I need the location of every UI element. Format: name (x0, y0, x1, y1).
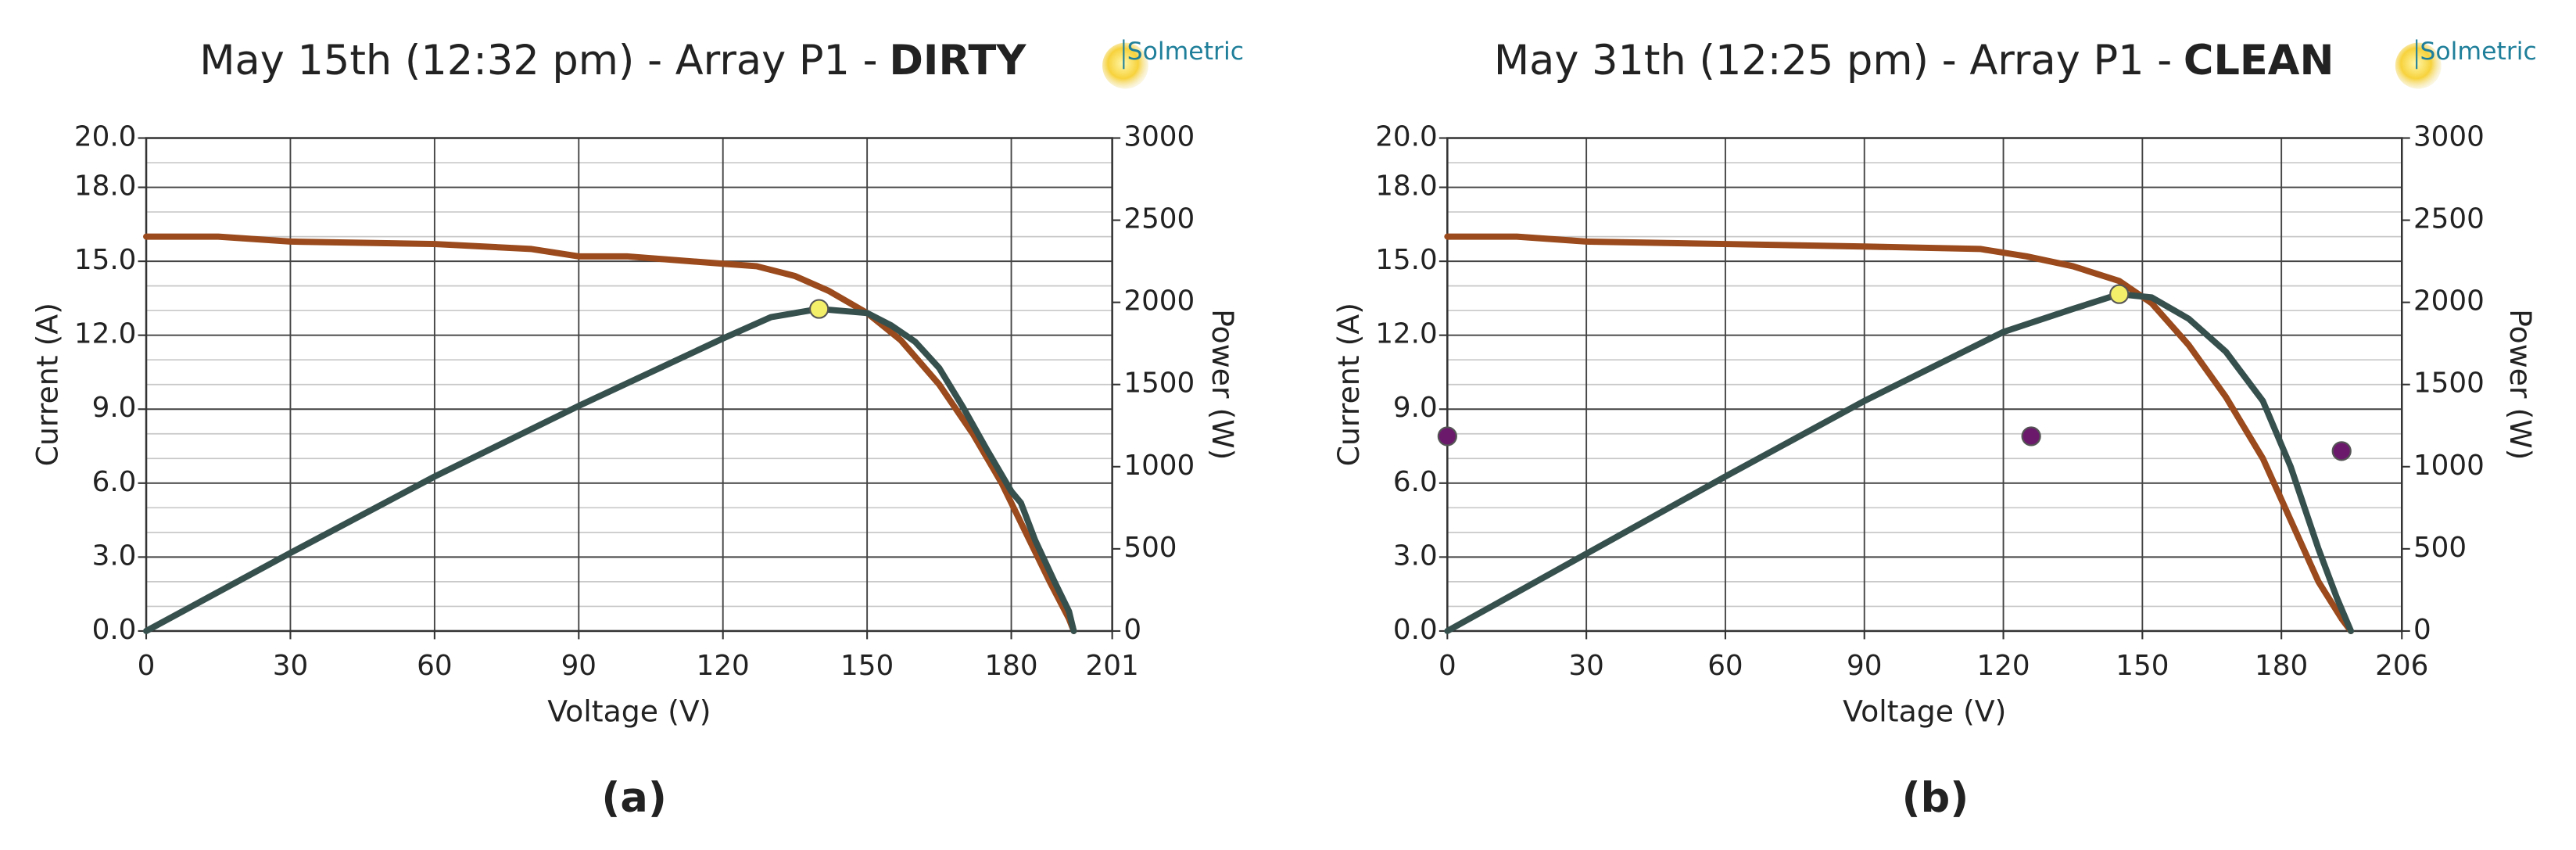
y2-tick-label: 1000 (1123, 450, 1195, 482)
panel-label: (a) (601, 774, 666, 822)
title-text: May 31th (12:25 pm) - Array P1 - (1494, 36, 2172, 84)
y2-tick-label: 500 (1123, 532, 1177, 564)
plot-frame (1446, 137, 2403, 633)
y-axis-title: Current (A) (30, 303, 65, 466)
x-tick-label: 60 (417, 650, 452, 682)
chart-title: May 15th (12:32 pm) - Array P1 - DIRTY (199, 36, 1026, 84)
chart-title: May 31th (12:25 pm) - Array P1 - CLEAN (1494, 36, 2334, 84)
marker-point (2109, 284, 2130, 304)
y2-axis-title: Power (W) (1206, 309, 1240, 460)
y2-tick-label: 500 (2413, 532, 2467, 564)
x-tick-label: 206 (2375, 650, 2428, 682)
y2-tick-label: 2000 (1123, 285, 1195, 317)
x-tick-label: 60 (1707, 650, 1743, 682)
x-axis-title: Voltage (V) (1843, 694, 2006, 729)
y-tick-label: 15.0 (74, 244, 137, 276)
y-axis-title: Current (A) (1331, 303, 1366, 466)
y-tick-label: 12.0 (74, 318, 137, 350)
marker-point (2021, 426, 2041, 447)
y-tick-label: 3.0 (1393, 540, 1438, 572)
y2-tick-label: 2500 (1123, 203, 1195, 235)
y2-tick-label: 0 (1123, 614, 1141, 646)
y2-axis-title: Power (W) (2503, 309, 2538, 460)
x-tick-label: 150 (2116, 650, 2169, 682)
y-tick-label: 9.0 (92, 392, 137, 424)
marker-point (809, 299, 829, 319)
title-status: DIRTY (889, 36, 1026, 84)
y-tick-label: 6.0 (1393, 466, 1438, 498)
title-text: May 15th (12:32 pm) - Array P1 - (199, 36, 877, 84)
x-tick-label: 120 (1976, 650, 2030, 682)
logo-sun (2395, 42, 2442, 89)
y-tick-label: 0.0 (92, 614, 137, 646)
y-tick-label: 20.0 (74, 121, 137, 153)
title-status: CLEAN (2184, 36, 2334, 84)
x-tick-label: 0 (1438, 650, 1456, 682)
logo-text: Solmetric (2420, 38, 2537, 66)
y2-tick-label: 1500 (2413, 368, 2485, 400)
y-tick-label: 12.0 (1375, 318, 1438, 350)
x-axis-title: Voltage (V) (547, 694, 711, 729)
y2-tick-label: 2500 (2413, 203, 2485, 235)
y-tick-label: 18.0 (1375, 170, 1438, 203)
x-tick-label: 120 (697, 650, 750, 682)
series-line (143, 306, 1077, 634)
series-line (143, 233, 1077, 634)
plot-frame (145, 137, 1113, 633)
x-tick-label: 90 (561, 650, 597, 682)
y-tick-label: 6.0 (92, 466, 137, 498)
x-tick-label: 0 (138, 650, 156, 682)
y-tick-label: 9.0 (1393, 392, 1438, 424)
x-tick-label: 180 (984, 650, 1037, 682)
x-tick-label: 90 (1847, 650, 1882, 682)
marker-point (2331, 441, 2352, 461)
y-tick-label: 18.0 (74, 170, 137, 203)
x-tick-label: 180 (2255, 650, 2308, 682)
y2-tick-label: 3000 (1123, 121, 1195, 153)
y2-tick-label: 0 (2413, 614, 2431, 646)
marker-point (1437, 426, 1457, 447)
series-line (1444, 291, 2355, 634)
logo-sun (1102, 42, 1148, 89)
x-tick-label: 201 (1086, 650, 1139, 682)
x-tick-label: 30 (1568, 650, 1603, 682)
y-tick-label: 0.0 (1393, 614, 1438, 646)
x-tick-label: 150 (840, 650, 894, 682)
y2-tick-label: 2000 (2413, 285, 2485, 317)
y-tick-label: 20.0 (1375, 121, 1438, 153)
x-tick-label: 30 (273, 650, 308, 682)
y2-tick-label: 3000 (2413, 121, 2485, 153)
series-line (1444, 233, 2355, 634)
y2-tick-label: 1500 (1123, 368, 1195, 400)
panel-label: (b) (1902, 774, 1969, 822)
logo-text: Solmetric (1127, 38, 1245, 66)
y-tick-label: 3.0 (92, 540, 137, 572)
y-tick-label: 15.0 (1375, 244, 1438, 276)
y2-tick-label: 1000 (2413, 450, 2485, 482)
